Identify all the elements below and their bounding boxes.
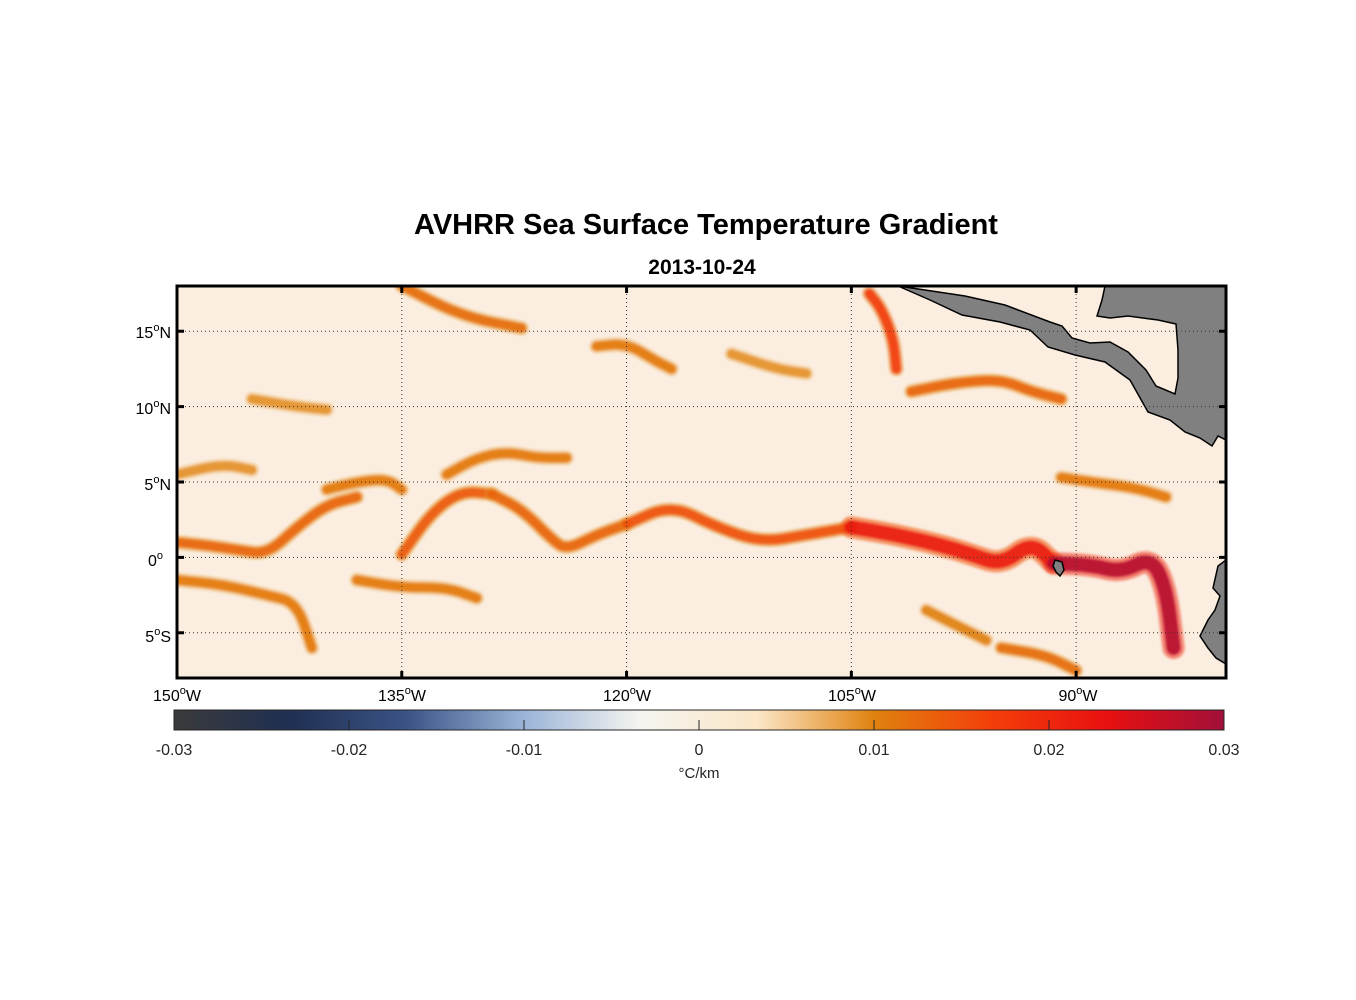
lat-tick-label: 0o <box>148 550 163 570</box>
lon-tick-label: 150oW <box>153 685 202 705</box>
lat-tick-deg: 15 <box>136 325 154 342</box>
map-title: AVHRR Sea Surface Temperature Gradient <box>414 209 998 241</box>
front-line <box>442 448 572 479</box>
colorbar-ticks <box>173 720 1225 730</box>
graticule <box>177 286 1226 678</box>
colorbar-tick-label: -0.01 <box>506 742 543 759</box>
land-south-america <box>1199 559 1226 665</box>
lon-tick-deg: 90 <box>1058 688 1076 705</box>
lon-tick-hemi: W <box>861 688 877 705</box>
lon-tick-label: 120oW <box>603 685 652 705</box>
lat-tick-deg: 10 <box>136 401 154 418</box>
lat-tick-hemi: N <box>159 401 171 418</box>
map-date: 2013-10-24 <box>648 256 756 279</box>
front-line <box>352 575 482 603</box>
front-line <box>996 643 1081 675</box>
lon-tick-label: 90oW <box>1058 685 1098 705</box>
lon-tick-deg: 135 <box>378 688 405 705</box>
lat-tick-deg: 5 <box>144 477 153 494</box>
land-galapagos <box>1052 559 1065 578</box>
lat-tick-deg: 5 <box>145 629 154 646</box>
lat-tick-deg: 0 <box>148 553 157 570</box>
lat-axis-labels: 15oN 10oN 5oN 0o 5oS <box>136 322 171 646</box>
lon-tick-hemi: W <box>636 688 652 705</box>
colorbar-tick-label: 0.02 <box>1033 742 1064 759</box>
land-central-america <box>897 286 1226 448</box>
lat-tick-hemi: S <box>160 629 171 646</box>
front-line <box>177 492 362 557</box>
front-line <box>177 575 317 653</box>
front-line <box>921 605 991 645</box>
lon-tick-label: 105oW <box>828 685 877 705</box>
front-line <box>322 475 407 495</box>
colorbar-tick-label: 0.03 <box>1208 742 1239 759</box>
front-line <box>726 349 811 378</box>
lon-tick-hemi: W <box>411 688 427 705</box>
front-line <box>397 286 527 333</box>
front-line <box>397 487 497 559</box>
front-line <box>247 394 332 415</box>
map-area: 15oN 10oN 5oN 0o 5oS 150oW 135oW 120oW 1… <box>136 284 1228 705</box>
colorbar-tick-label: 0 <box>695 742 704 759</box>
lat-tick-label: 5oN <box>144 474 171 494</box>
front-line <box>844 520 1061 571</box>
front-line <box>487 489 632 552</box>
lon-tick-hemi: W <box>186 688 202 705</box>
front-line <box>592 340 677 374</box>
front-line <box>1046 555 1181 655</box>
colorbar-tick-label: -0.03 <box>156 742 193 759</box>
front-line <box>177 461 257 479</box>
front-line <box>1056 472 1171 502</box>
lon-tick-deg: 120 <box>603 688 630 705</box>
colorbar: -0.03 -0.02 -0.01 0 0.01 0.02 0.03 °C/km <box>156 709 1240 782</box>
front-line <box>622 505 856 545</box>
lat-tick-hemi: N <box>159 477 171 494</box>
colorbar-labels: -0.03 -0.02 -0.01 0 0.01 0.02 0.03 <box>156 742 1240 759</box>
lat-tick-hemi: N <box>159 325 171 342</box>
colorbar-tick-label: -0.02 <box>331 742 368 759</box>
colorbar-unit-label: °C/km <box>679 765 720 782</box>
land-masses <box>897 286 1226 665</box>
lon-tick-hemi: W <box>1082 688 1098 705</box>
lat-tick-label: 10oN <box>136 398 171 418</box>
front-line <box>906 376 1066 404</box>
lon-tick-deg: 150 <box>153 688 180 705</box>
axis-tick-marks <box>175 286 1226 678</box>
lat-tick-label: 5oS <box>145 626 171 646</box>
colorbar-tick-label: 0.01 <box>858 742 889 759</box>
lon-tick-label: 135oW <box>378 685 427 705</box>
lat-tick-label: 15oN <box>136 322 171 342</box>
lon-axis-labels: 150oW 135oW 120oW 105oW 90oW <box>153 685 1098 705</box>
gradient-fronts <box>177 286 1185 678</box>
front-line <box>864 289 901 374</box>
lon-tick-deg: 105 <box>828 688 855 705</box>
